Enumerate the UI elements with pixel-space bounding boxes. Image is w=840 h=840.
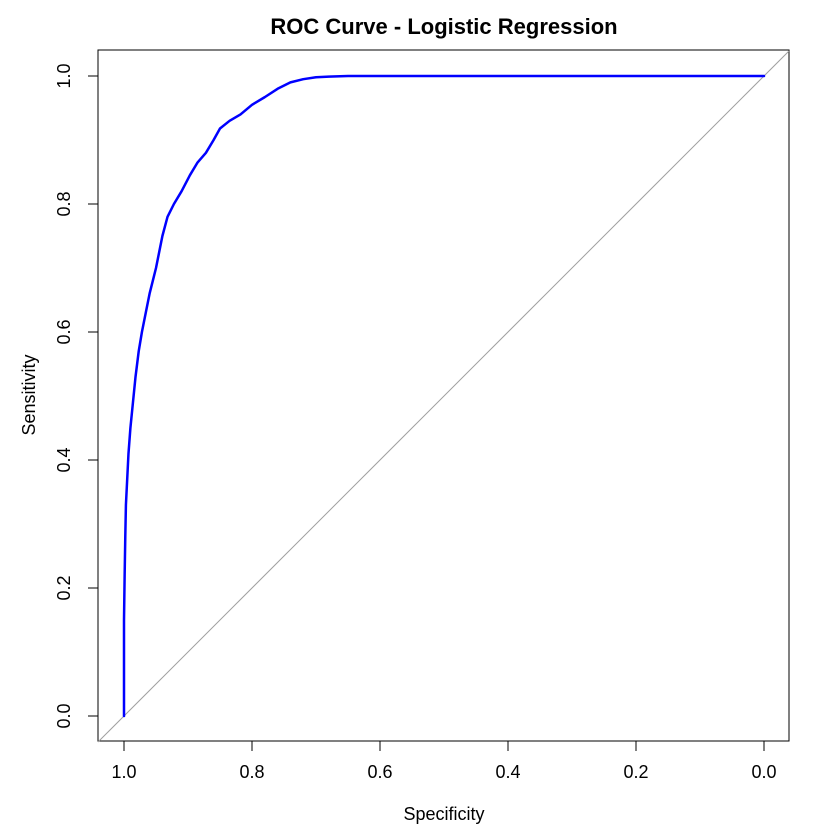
y-tick-label: 0.2 [54,575,74,600]
plot-frame [97,49,790,742]
x-tick-label: 0.8 [239,762,264,782]
x-tick-label: 0.0 [751,762,776,782]
x-tick-label: 0.4 [495,762,520,782]
chart-title: ROC Curve - Logistic Regression [270,14,617,39]
y-axis-label: Sensitivity [19,354,39,435]
roc-series-layer [122,74,766,718]
y-tick-label: 0.0 [54,703,74,728]
y-tick-label: 0.6 [54,319,74,344]
roc-curve-line [122,74,766,718]
x-tick-label: 0.2 [623,762,648,782]
reference-line-layer [97,50,790,743]
x-tick-label: 0.6 [367,762,392,782]
y-tick-label: 1.0 [54,63,74,88]
x-axis-label: Specificity [403,804,484,824]
y-tick-label: 0.8 [54,191,74,216]
y-axis: 0.0 0.2 0.4 0.6 0.8 1.0 [54,63,99,729]
reference-diagonal-line [97,50,790,743]
plot-area [97,49,790,743]
y-tick-label: 0.4 [54,447,74,472]
x-axis: 1.0 0.8 0.6 0.4 0.2 0.0 [111,740,777,782]
x-tick-label: 1.0 [111,762,136,782]
